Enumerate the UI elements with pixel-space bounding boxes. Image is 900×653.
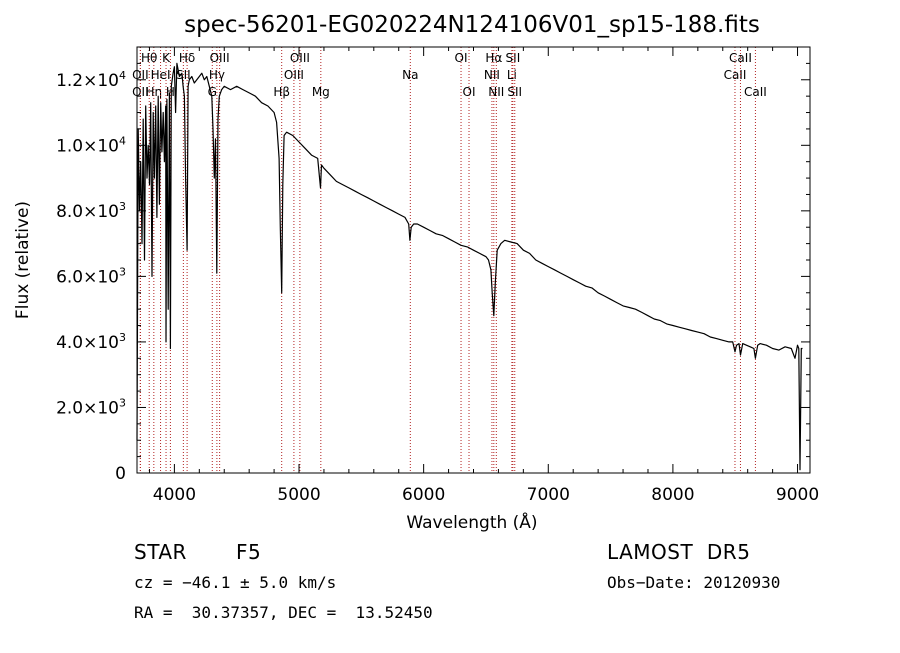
spectral-subclass: F5 [236,540,262,564]
spectral-line-label: OII [132,68,149,82]
spectral-line-label: Hγ [209,68,225,82]
object-class: STAR [134,540,187,564]
spectral-line-label: Hθ [141,51,157,65]
spectral-line-label: Hδ [179,51,195,65]
spectral-line-label: OIII [284,68,304,82]
spectral-line-label: H [166,85,175,99]
x-tick-label: 5000 [277,485,320,505]
spectral-line-label: OIII [210,51,230,65]
spectral-line-label: CaII [724,68,747,82]
y-tick-label: 0 [115,464,126,484]
spectral-line-label: HeI [151,68,171,82]
spectral-line-label: OI [455,51,468,65]
x-tick-label: 6000 [402,485,445,505]
spectral-line-label: OIII [290,51,310,65]
spectral-line-label: SII [506,51,521,65]
x-tick-label: 8000 [651,485,694,505]
plot-frame [136,46,811,474]
survey-release: LAMOST DR5 [607,540,751,564]
spectrum-line [136,62,803,471]
y-tick-label: 8.0×103 [56,200,126,222]
x-axis-label: Wavelength (Å) [406,511,537,533]
x-tick-label: 9000 [776,485,819,505]
spectral-line-label: G [208,85,217,99]
y-axis-label: Flux (relative) [13,201,33,319]
spectral-line-label: Hη [146,85,163,99]
spectral-line-label: Hα [485,51,502,65]
y-tick-label: 4.0×103 [56,331,126,353]
sky-coordinates: RA = 30.37357, DEC = 13.52450 [134,603,433,622]
observation-date: Obs−Date: 20120930 [607,573,781,592]
y-tick-label: 2.0×103 [56,396,126,418]
spectral-line-label: Mg [312,85,330,99]
spectral-line-label: K [162,51,171,65]
redshift-velocity: cz = −46.1 ± 5.0 km/s [134,573,337,592]
spectral-line-label: SII [507,85,522,99]
y-tick-label: 1.0×104 [56,134,126,156]
y-tick-label: 1.2×104 [56,69,126,91]
spectral-line-label: Hβ [273,85,290,99]
spectral-line-label: NII [488,85,504,99]
spectral-line-label: Li [507,68,517,82]
chart-title: spec-56201-EG020224N124106V01_sp15-188.f… [184,12,760,38]
spectral-line-label: Na [402,68,418,82]
spectral-line-label: CaII [744,85,767,99]
x-tick-label: 4000 [153,485,196,505]
y-tick-label: 6.0×103 [56,265,126,287]
spectral-line-label: OI [463,85,476,99]
x-tick-label: 7000 [527,485,570,505]
spectral-line-label: CaII [729,51,752,65]
spectral-line-label: NII [484,68,500,82]
